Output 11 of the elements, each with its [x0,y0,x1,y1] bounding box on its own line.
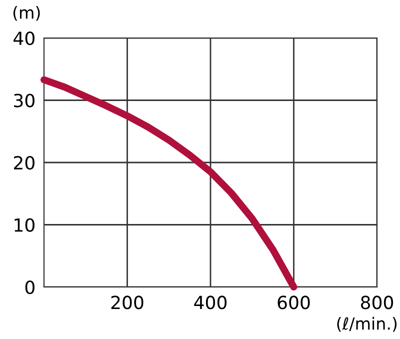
y-tick-label: 10 [14,218,34,232]
y-tick-label: 20 [14,156,34,170]
y-axis-title: (m) [13,6,40,21]
y-tick-label: 40 [14,31,34,46]
y-tick-label: 0 [25,280,34,294]
x-tick-label: 800 [360,296,394,310]
y-tick-label: 30 [14,94,34,108]
x-axis-title: (ℓ/min.) [337,316,397,332]
x-tick-label: 400 [194,296,227,310]
x-tick-label: 200 [111,296,144,310]
x-tick-label: 600 [278,296,310,310]
